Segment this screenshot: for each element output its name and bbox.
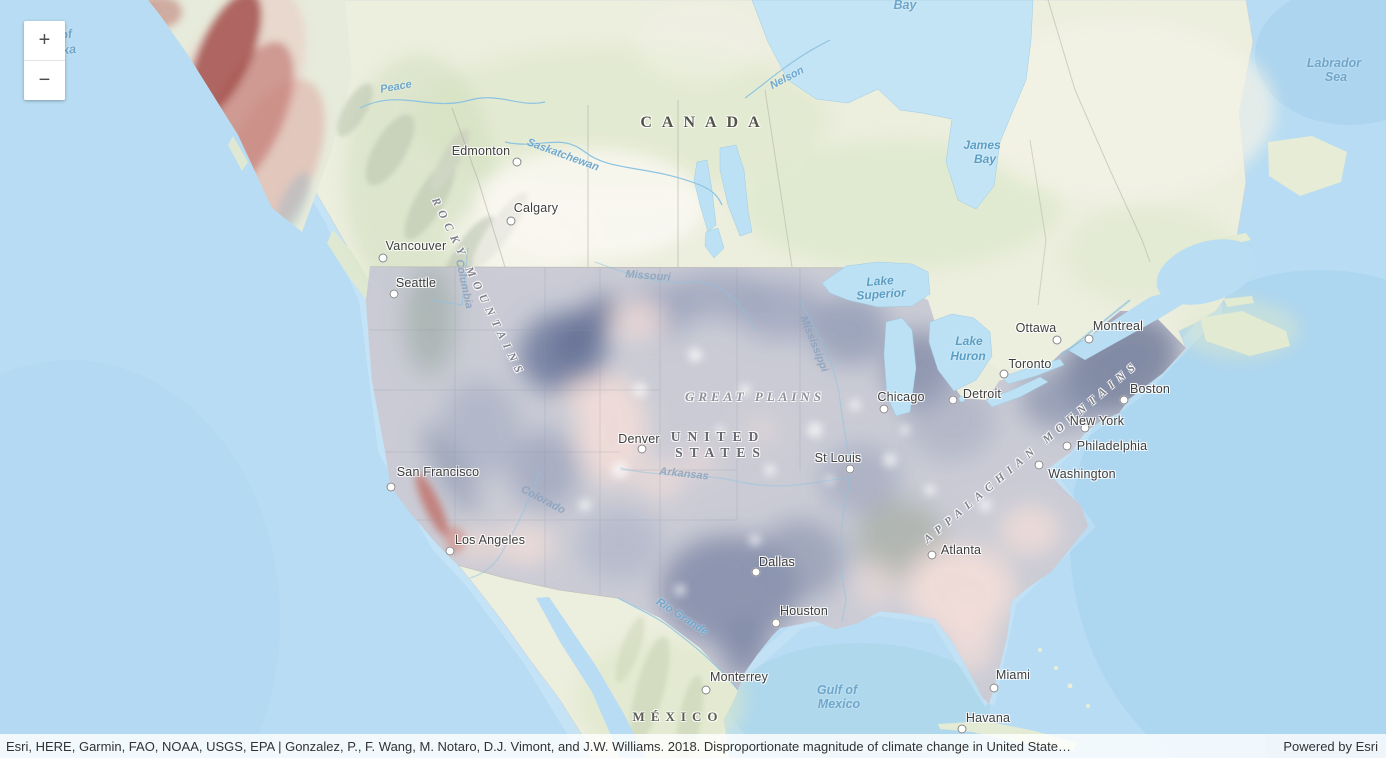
maritimes-layer <box>1200 296 1290 356</box>
powered-by-esri[interactable]: Powered by Esri <box>1265 734 1386 758</box>
state-lines <box>366 267 801 612</box>
zoom-control-divider <box>24 60 65 61</box>
attribution-sources: Esri, HERE, Garmin, FAO, NOAA, USGS, EPA… <box>6 738 1071 754</box>
lakes-layer <box>536 0 1258 758</box>
attribution-bar: Esri, HERE, Garmin, FAO, NOAA, USGS, EPA… <box>0 734 1386 758</box>
rivers-layer <box>359 39 1131 691</box>
zoom-out-button[interactable]: − <box>24 61 65 100</box>
zoom-in-button[interactable]: + <box>24 21 65 60</box>
zoom-control: + − <box>24 21 65 100</box>
